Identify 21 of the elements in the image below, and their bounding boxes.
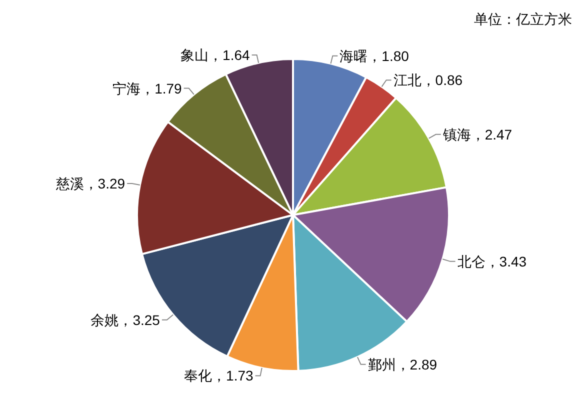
data-label: ，1.73 — [212, 368, 254, 384]
slice-label: 奉化 — [184, 368, 212, 384]
data-label: ，3.43 — [485, 253, 527, 270]
slice-label: 海曙 — [340, 48, 368, 64]
slice-label: 余姚 — [90, 312, 119, 328]
slice-label: 镇海 — [442, 126, 471, 142]
slice-label: 鄞州 — [368, 356, 396, 372]
slice-label: 象山 — [180, 47, 209, 64]
slice-label: 宁海 — [112, 80, 141, 96]
data-label: ，0.86 — [421, 72, 463, 88]
data-label: ，3.25 — [118, 312, 160, 328]
data-label: ，1.80 — [368, 48, 410, 64]
data-label: ，2.47 — [470, 126, 512, 142]
slice-label: 北仑 — [457, 253, 486, 270]
text: 单位：亿立方米 — [474, 11, 572, 27]
slice-label: 慈溪 — [54, 175, 84, 192]
data-label: ，3.29 — [84, 175, 126, 192]
data-label: ，1.79 — [140, 80, 182, 96]
data-label: ，1.64 — [208, 47, 250, 64]
data-label: ，2.89 — [396, 356, 438, 372]
slice-label: 江北 — [393, 72, 422, 88]
